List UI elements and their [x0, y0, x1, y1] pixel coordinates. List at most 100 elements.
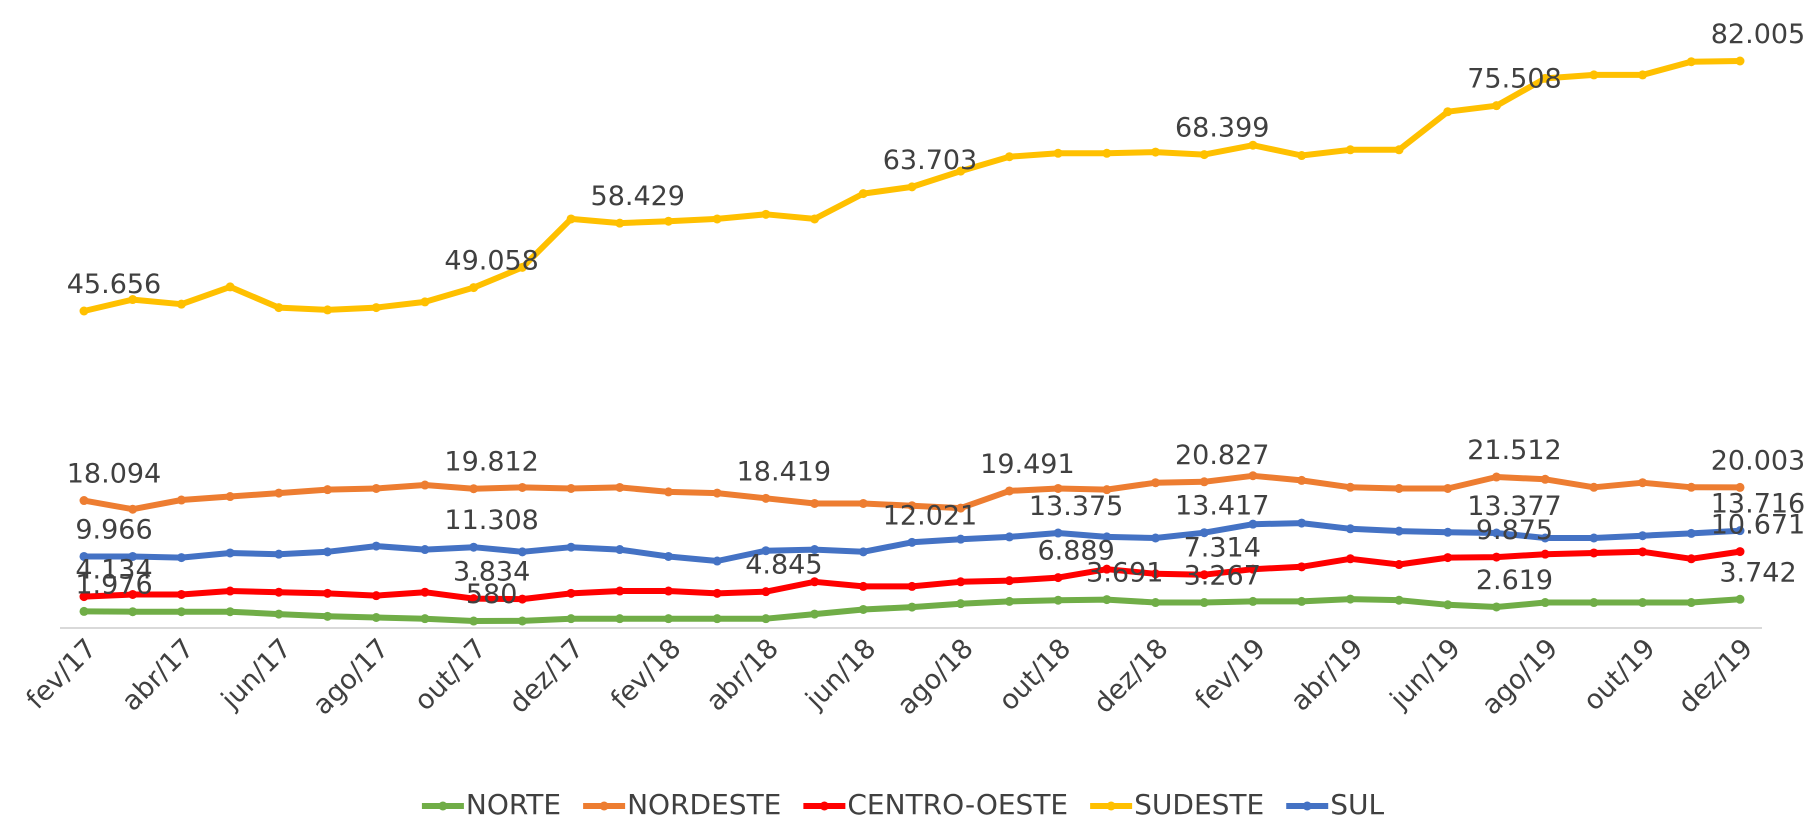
point	[1638, 531, 1648, 541]
point	[323, 305, 333, 315]
point	[176, 553, 186, 563]
point	[1345, 145, 1355, 155]
point	[810, 609, 820, 619]
point	[176, 589, 186, 599]
point	[1540, 533, 1550, 543]
point	[1735, 56, 1745, 66]
point	[371, 541, 381, 551]
point	[1248, 596, 1258, 606]
point	[1248, 140, 1258, 150]
point	[1345, 482, 1355, 492]
point	[1053, 573, 1063, 583]
point	[176, 495, 186, 505]
point	[1004, 152, 1014, 162]
point	[566, 214, 576, 224]
point	[858, 581, 868, 591]
legend-label: NORDESTE	[627, 788, 781, 821]
point	[1638, 598, 1648, 608]
point	[517, 594, 527, 604]
point	[1589, 70, 1599, 80]
point	[1151, 569, 1161, 579]
point	[1297, 596, 1307, 606]
x-tick-label: abr/18	[701, 633, 785, 717]
point	[1491, 552, 1501, 562]
point	[1686, 528, 1696, 538]
data-label: 45.656	[67, 269, 161, 300]
point	[1004, 576, 1014, 586]
legend-label: NORTE	[466, 788, 561, 821]
data-label: 3.742	[1719, 557, 1796, 588]
point	[1151, 478, 1161, 488]
point	[274, 549, 284, 559]
point	[1735, 547, 1745, 557]
point	[566, 483, 576, 493]
point	[615, 218, 625, 228]
x-tick-label: ago/19	[1476, 633, 1564, 721]
point	[1491, 528, 1501, 538]
point	[371, 591, 381, 601]
point	[1735, 526, 1745, 536]
point	[566, 614, 576, 624]
legend-marker	[819, 801, 829, 811]
point	[810, 498, 820, 508]
x-tick-label: dez/18	[1088, 633, 1175, 720]
data-label: 6.889	[1037, 536, 1114, 567]
point	[1004, 532, 1014, 542]
point	[1394, 595, 1404, 605]
point	[274, 587, 284, 597]
point	[1053, 595, 1063, 605]
point	[615, 614, 625, 624]
point	[420, 480, 430, 490]
point	[225, 492, 235, 502]
point	[79, 592, 89, 602]
data-label: 4.845	[745, 550, 822, 581]
point	[1004, 596, 1014, 606]
point	[225, 607, 235, 617]
data-label: 19.812	[444, 447, 538, 478]
point	[469, 616, 479, 626]
x-tick-label: jun/19	[1384, 633, 1467, 716]
point	[712, 556, 722, 566]
point	[420, 587, 430, 597]
point	[1004, 486, 1014, 496]
x-tick-label: out/17	[409, 633, 493, 717]
point	[1491, 101, 1501, 111]
point	[1589, 598, 1599, 608]
x-tick-label: ago/17	[307, 633, 395, 721]
data-label: 75.508	[1467, 64, 1561, 95]
data-label: 20.827	[1175, 440, 1269, 471]
point	[1102, 595, 1112, 605]
point	[1151, 147, 1161, 157]
point	[1443, 553, 1453, 563]
data-label: 3.267	[1184, 561, 1261, 592]
point	[420, 614, 430, 624]
point	[323, 547, 333, 557]
data-label: 13.716	[1711, 489, 1805, 520]
point	[663, 216, 673, 226]
point	[1297, 151, 1307, 161]
point	[1686, 57, 1696, 67]
point	[907, 537, 917, 547]
x-tick-label: dez/17	[503, 633, 590, 720]
point	[323, 588, 333, 598]
x-tick-label: out/18	[993, 633, 1077, 717]
point	[274, 488, 284, 498]
point	[663, 551, 673, 561]
point	[907, 501, 917, 511]
point	[1491, 472, 1501, 482]
point	[517, 547, 527, 557]
point	[1102, 148, 1112, 158]
point	[225, 282, 235, 292]
point	[128, 607, 138, 617]
point	[810, 214, 820, 224]
point	[1443, 600, 1453, 610]
point	[1297, 562, 1307, 572]
point	[469, 283, 479, 293]
point	[1735, 594, 1745, 604]
point	[1589, 482, 1599, 492]
point	[712, 488, 722, 498]
point	[907, 581, 917, 591]
legend-marker	[1302, 801, 1312, 811]
point	[663, 487, 673, 497]
